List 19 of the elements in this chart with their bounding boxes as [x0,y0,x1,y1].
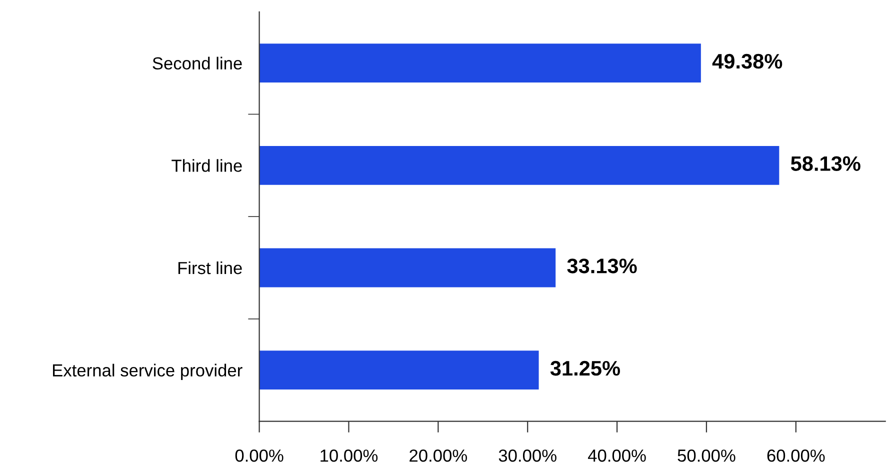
x-tick-label: 0.00% [235,449,284,462]
data-label: 33.13% [567,258,637,274]
x-tick-label: 20.00% [410,449,467,462]
data-label: 31.25% [550,360,620,376]
y-tick-label: Third line [172,159,242,172]
data-label: 49.38% [712,54,782,69]
bar [259,248,556,288]
y-tick-label: Second line [152,56,242,70]
x-tick-label: 60.00% [767,449,825,462]
x-tick-label: 30.00% [498,449,556,462]
x-tick-label: 40.00% [588,449,646,462]
bar [259,350,539,390]
x-tick-label: 10.00% [320,449,378,462]
y-tick-label: First line [178,261,242,274]
x-tick-label: 50.00% [678,449,736,462]
bar [259,44,701,83]
data-label: 58.13% [790,156,860,172]
bar [259,146,780,185]
y-tick-label: External service provider [53,364,242,380]
